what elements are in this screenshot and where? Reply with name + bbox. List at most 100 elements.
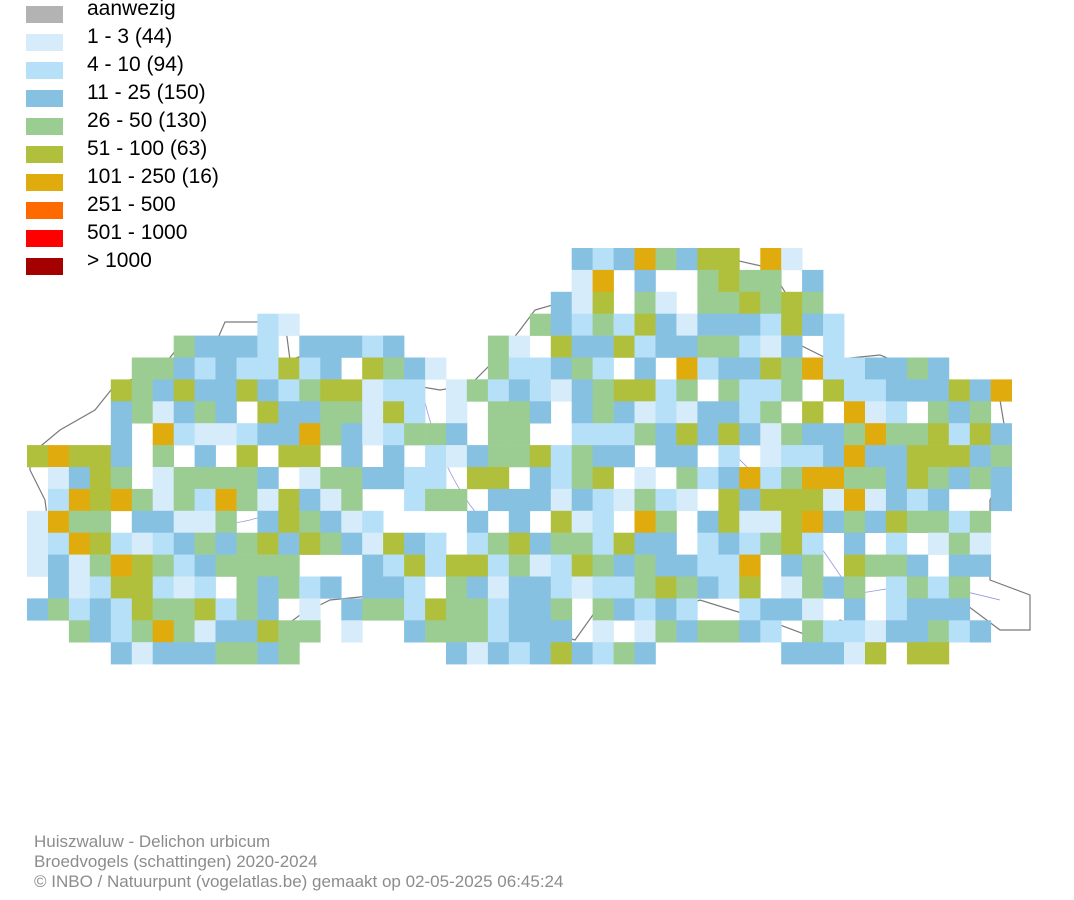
grid-cell[interactable]	[613, 445, 635, 468]
grid-cell[interactable]	[383, 357, 405, 380]
grid-cell[interactable]	[508, 510, 531, 533]
grid-cell[interactable]	[655, 532, 677, 555]
grid-cell[interactable]	[990, 488, 1012, 512]
grid-cell[interactable]	[781, 248, 803, 271]
grid-cell[interactable]	[131, 357, 154, 380]
grid-cell[interactable]	[634, 423, 656, 446]
grid-cell[interactable]	[613, 379, 635, 402]
grid-cell[interactable]	[781, 576, 803, 599]
grid-cell[interactable]	[110, 554, 133, 577]
grid-cell[interactable]	[529, 445, 552, 468]
grid-cell[interactable]	[215, 401, 237, 424]
grid-cell[interactable]	[865, 357, 887, 380]
grid-cell[interactable]	[508, 532, 531, 555]
grid-cell[interactable]	[68, 620, 91, 643]
grid-cell[interactable]	[404, 620, 426, 643]
grid-cell[interactable]	[89, 620, 112, 643]
grid-cell[interactable]	[802, 445, 824, 468]
grid-cell[interactable]	[802, 532, 824, 555]
grid-cell[interactable]	[844, 532, 866, 555]
grid-cell[interactable]	[446, 620, 468, 643]
grid-cell[interactable]	[718, 510, 740, 533]
grid-cell[interactable]	[906, 445, 929, 468]
grid-cell[interactable]	[718, 357, 740, 380]
grid-cell[interactable]	[320, 532, 342, 555]
grid-cell[interactable]	[68, 467, 91, 490]
grid-cell[interactable]	[446, 598, 468, 621]
grid-cell[interactable]	[68, 554, 91, 577]
grid-cell[interactable]	[592, 598, 614, 621]
grid-cell[interactable]	[865, 620, 887, 643]
grid-cell[interactable]	[257, 313, 279, 336]
grid-cell[interactable]	[634, 510, 656, 533]
grid-cell[interactable]	[362, 357, 384, 380]
grid-cell[interactable]	[529, 576, 552, 599]
grid-cell[interactable]	[529, 620, 552, 643]
grid-cell[interactable]	[362, 401, 384, 424]
grid-cell[interactable]	[320, 357, 342, 380]
grid-cell[interactable]	[446, 401, 468, 424]
grid-cell[interactable]	[446, 488, 468, 512]
grid-cell[interactable]	[718, 269, 740, 293]
grid-cell[interactable]	[110, 423, 133, 446]
grid-cell[interactable]	[48, 554, 70, 577]
grid-cell[interactable]	[844, 554, 866, 577]
grid-cell[interactable]	[844, 445, 866, 468]
grid-cell[interactable]	[697, 357, 719, 380]
grid-cell[interactable]	[173, 532, 195, 555]
grid-cell[interactable]	[194, 423, 216, 446]
grid-cell[interactable]	[613, 423, 635, 446]
grid-cell[interactable]	[278, 357, 300, 380]
grid-cell[interactable]	[487, 423, 510, 446]
grid-cell[interactable]	[68, 510, 91, 533]
grid-cell[interactable]	[802, 291, 824, 314]
grid-cell[interactable]	[571, 401, 593, 424]
grid-cell[interactable]	[655, 576, 677, 599]
grid-cell[interactable]	[739, 598, 761, 621]
grid-cell[interactable]	[194, 642, 216, 665]
grid-cell[interactable]	[550, 576, 573, 599]
grid-cell[interactable]	[990, 445, 1012, 468]
grid-cell[interactable]	[89, 554, 112, 577]
grid-cell[interactable]	[215, 598, 237, 621]
grid-cell[interactable]	[990, 423, 1012, 446]
grid-cell[interactable]	[592, 488, 614, 512]
grid-cell[interactable]	[404, 532, 426, 555]
grid-cell[interactable]	[404, 576, 426, 599]
grid-cell[interactable]	[173, 379, 195, 402]
grid-cell[interactable]	[257, 510, 279, 533]
grid-cell[interactable]	[969, 510, 992, 533]
grid-cell[interactable]	[969, 423, 992, 446]
grid-cell[interactable]	[948, 423, 971, 446]
grid-cell[interactable]	[760, 291, 782, 314]
grid-cell[interactable]	[362, 379, 384, 402]
grid-cell[interactable]	[865, 488, 887, 512]
grid-cell[interactable]	[320, 423, 342, 446]
grid-cell[interactable]	[425, 554, 447, 577]
grid-cell[interactable]	[781, 357, 803, 380]
grid-cell[interactable]	[634, 554, 656, 577]
grid-cell[interactable]	[529, 642, 552, 665]
grid-cell[interactable]	[152, 357, 174, 380]
grid-cell[interactable]	[676, 379, 698, 402]
grid-cell[interactable]	[110, 401, 133, 424]
grid-cell[interactable]	[362, 576, 384, 599]
grid-cell[interactable]	[278, 576, 300, 599]
grid-cell[interactable]	[236, 554, 258, 577]
grid-cell[interactable]	[592, 423, 614, 446]
grid-cell[interactable]	[823, 335, 845, 358]
grid-cell[interactable]	[760, 401, 782, 424]
grid-cell[interactable]	[487, 467, 510, 490]
grid-cell[interactable]	[592, 620, 614, 643]
grid-cell[interactable]	[718, 313, 740, 336]
grid-cell[interactable]	[278, 423, 300, 446]
grid-cell[interactable]	[802, 269, 824, 293]
grid-cell[interactable]	[299, 401, 321, 424]
grid-cell[interactable]	[173, 642, 195, 665]
grid-cell[interactable]	[487, 445, 510, 468]
grid-cell[interactable]	[152, 532, 174, 555]
grid-cell[interactable]	[215, 467, 237, 490]
grid-cell[interactable]	[487, 620, 510, 643]
grid-cell[interactable]	[257, 401, 279, 424]
grid-cell[interactable]	[236, 379, 258, 402]
